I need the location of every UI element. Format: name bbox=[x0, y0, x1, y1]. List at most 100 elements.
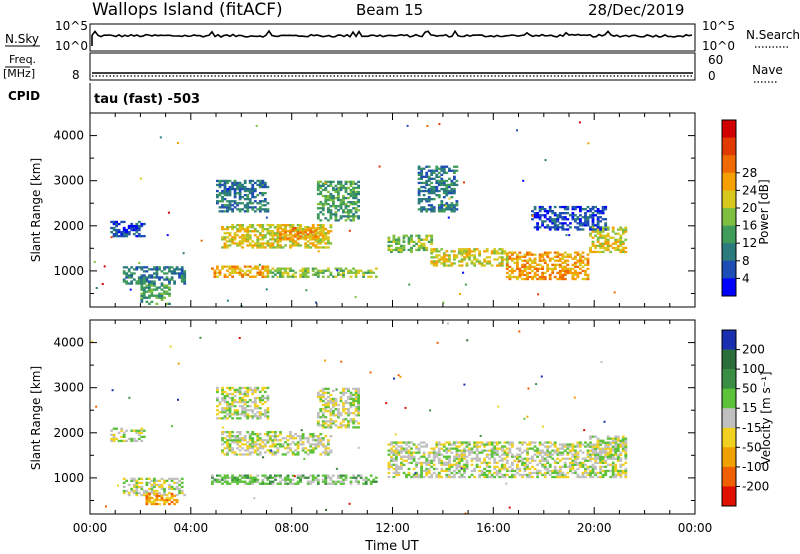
range-cell bbox=[448, 465, 451, 468]
range-cell bbox=[450, 181, 454, 185]
range-cell bbox=[465, 256, 469, 259]
range-cell bbox=[543, 473, 547, 477]
range-cell bbox=[243, 181, 247, 185]
range-cell bbox=[135, 429, 139, 432]
range-cell bbox=[437, 471, 441, 475]
range-cell bbox=[518, 275, 522, 279]
range-cell bbox=[170, 500, 174, 504]
range-cell bbox=[352, 207, 355, 210]
range-cell bbox=[531, 259, 534, 262]
range-cell bbox=[258, 224, 262, 227]
range-cell bbox=[316, 420, 320, 423]
range-cell bbox=[392, 238, 396, 241]
range-cell bbox=[402, 463, 406, 466]
range-cell bbox=[329, 217, 333, 220]
range-cell bbox=[521, 265, 524, 268]
range-cell bbox=[579, 205, 582, 209]
range-cell bbox=[536, 273, 539, 277]
range-cell bbox=[223, 453, 227, 456]
range-cell bbox=[153, 481, 156, 484]
range-cell bbox=[148, 481, 151, 484]
range-cell bbox=[581, 224, 585, 227]
range-cell bbox=[231, 480, 234, 483]
range-cell bbox=[566, 267, 570, 270]
range-cell bbox=[566, 447, 570, 450]
range-cell bbox=[226, 394, 229, 398]
range-cell bbox=[286, 476, 290, 479]
range-cell bbox=[155, 268, 159, 271]
range-cell bbox=[142, 489, 146, 493]
range-cell bbox=[591, 244, 595, 247]
range-cell bbox=[531, 269, 534, 273]
range-cell bbox=[276, 482, 280, 485]
range-cell bbox=[604, 441, 608, 444]
range-cell bbox=[400, 246, 403, 250]
range-cell bbox=[327, 399, 330, 403]
range-cell bbox=[241, 269, 244, 272]
range-cell bbox=[586, 263, 590, 266]
range-cell bbox=[553, 459, 557, 462]
range-cell bbox=[256, 208, 260, 211]
range-cell bbox=[536, 449, 539, 452]
range-cell bbox=[516, 265, 519, 268]
range-cell bbox=[576, 441, 580, 444]
range-cell bbox=[311, 478, 315, 481]
range-cell bbox=[531, 471, 534, 475]
range-cell bbox=[271, 230, 275, 233]
range-cell bbox=[316, 186, 320, 190]
range-cell bbox=[357, 403, 360, 407]
range-cell bbox=[125, 439, 129, 443]
range-cell bbox=[417, 208, 421, 211]
range-cell bbox=[223, 417, 227, 420]
range-cell bbox=[316, 480, 320, 483]
range-cell bbox=[344, 391, 348, 394]
range-cell bbox=[125, 282, 129, 285]
range-cell bbox=[576, 473, 580, 477]
range-cell bbox=[329, 397, 333, 401]
range-cell bbox=[621, 230, 625, 233]
range-cell bbox=[430, 465, 434, 468]
range-cell bbox=[319, 232, 323, 235]
range-cell bbox=[155, 296, 159, 299]
range-cell bbox=[246, 453, 250, 456]
range-cell bbox=[473, 469, 476, 473]
range-cell bbox=[253, 275, 257, 278]
range-cell bbox=[327, 405, 330, 409]
range-cell bbox=[609, 475, 613, 479]
range-cell bbox=[319, 408, 323, 411]
range-cell bbox=[369, 474, 373, 477]
range-cell bbox=[344, 180, 348, 183]
range-cell bbox=[253, 242, 257, 245]
range-cell bbox=[284, 227, 287, 230]
range-cell bbox=[125, 266, 129, 269]
range-cell bbox=[400, 451, 403, 454]
range-cell bbox=[581, 475, 585, 479]
range-cell bbox=[241, 196, 244, 199]
range-cell bbox=[538, 210, 542, 213]
range-cell bbox=[601, 228, 605, 231]
range-cell bbox=[125, 274, 129, 277]
range-cell bbox=[435, 254, 439, 257]
range-cell bbox=[216, 396, 219, 400]
range-cell bbox=[253, 206, 257, 209]
range-cell bbox=[339, 180, 343, 183]
range-cell bbox=[505, 459, 509, 462]
range-cell bbox=[563, 251, 567, 254]
range-cell bbox=[137, 477, 141, 480]
range-cell bbox=[284, 267, 287, 270]
range-cell bbox=[397, 445, 401, 448]
range-cell bbox=[556, 253, 560, 256]
range-cell bbox=[263, 443, 267, 446]
range-cell bbox=[422, 248, 426, 252]
range-cell bbox=[584, 457, 587, 460]
range-cell bbox=[616, 238, 620, 241]
range-cell bbox=[619, 453, 623, 457]
range-cell bbox=[276, 242, 280, 245]
scatter-cell bbox=[517, 460, 520, 463]
range-cell bbox=[407, 453, 411, 456]
range-cell bbox=[417, 443, 421, 446]
range-cell bbox=[551, 471, 555, 475]
range-cell bbox=[561, 212, 565, 215]
range-cell bbox=[233, 206, 237, 209]
